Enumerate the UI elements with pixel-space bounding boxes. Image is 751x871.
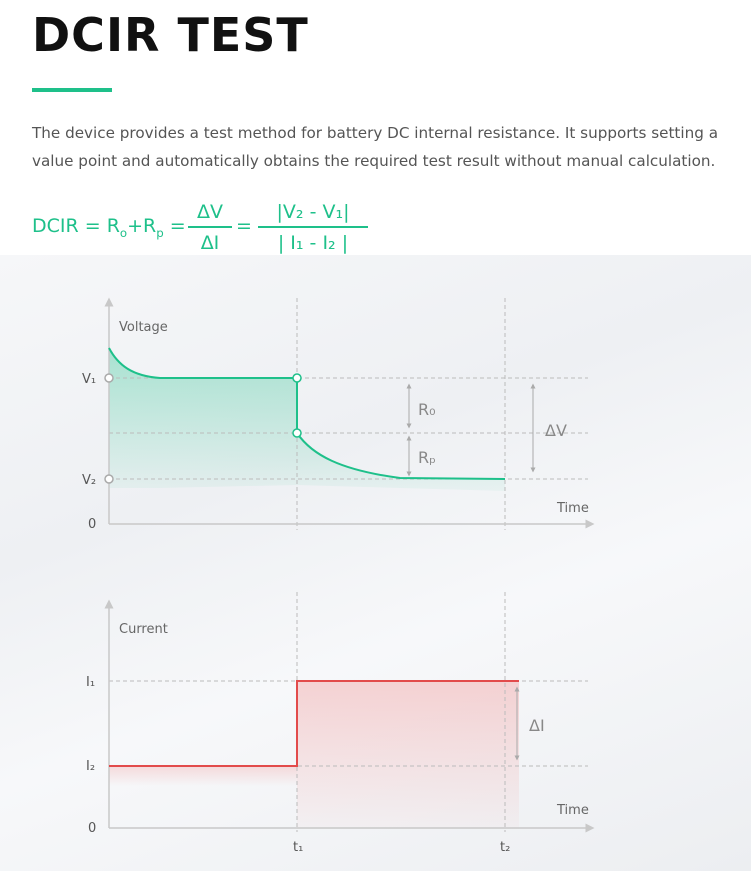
- dcir-formula: DCIR = Ro+Rp = ΔV ΔI = |V₂ - V₁| | I₁ - …: [32, 198, 452, 262]
- v2-axis-marker: [104, 474, 114, 484]
- fraction-denominator: | I₁ - I₂ |: [277, 231, 349, 254]
- y-tick-v1: V₁: [82, 372, 96, 387]
- fraction-numerator: |V₂ - V₁|: [276, 201, 350, 223]
- voltage-chart: Voltage Time V₁ V₂ 0 R₀ Rₚ ΔV: [0, 290, 751, 550]
- fraction-bar: [188, 226, 232, 228]
- fraction-bar: [258, 226, 368, 228]
- delta-i-label: ΔI: [529, 716, 545, 735]
- ro-label: R₀: [418, 400, 436, 419]
- voltage-area-fill: [109, 348, 505, 491]
- formula-lhs: DCIR = Ro+Rp =: [32, 215, 186, 240]
- title-underline: [32, 88, 112, 92]
- fraction-numerator: ΔV: [197, 201, 223, 223]
- y-tick-zero: 0: [88, 821, 96, 836]
- voltage-chart-svg: Voltage Time V₁ V₂ 0 R₀ Rₚ ΔV: [82, 297, 595, 532]
- fraction-delta-v-over-delta-i: ΔV ΔI: [188, 201, 232, 254]
- y-tick-zero: 0: [88, 517, 96, 532]
- v1-axis-marker: [104, 373, 114, 383]
- x-axis-label: Time: [556, 803, 589, 818]
- y-tick-i2: I₂: [86, 759, 95, 774]
- y-axis-label: Current: [119, 622, 168, 637]
- t1-upper-point: [292, 373, 302, 383]
- current-chart-svg: Current Time I₁ I₂ 0 t₁ t₂ ΔI: [86, 592, 595, 855]
- formula-equals: =: [236, 215, 252, 237]
- x-axis-label: Time: [556, 501, 589, 516]
- y-tick-i1: I₁: [86, 675, 95, 690]
- y-tick-v2: V₂: [82, 473, 96, 488]
- current-area-fill-low: [109, 766, 297, 786]
- x-tick-t1: t₁: [293, 840, 303, 855]
- rp-label: Rₚ: [418, 448, 436, 467]
- current-chart: Current Time I₁ I₂ 0 t₁ t₂ ΔI: [0, 592, 751, 862]
- t1-lower-point: [292, 428, 302, 438]
- page-title: DCIR TEST: [32, 8, 309, 62]
- fraction-abs-values: |V₂ - V₁| | I₁ - I₂ |: [258, 201, 368, 254]
- delta-v-label: ΔV: [545, 421, 567, 440]
- y-axis-label: Voltage: [119, 320, 168, 335]
- current-curve: [109, 680, 519, 767]
- current-area-fill-high: [297, 681, 519, 829]
- x-tick-t2: t₂: [500, 840, 510, 855]
- description-text: The device provides a test method for ba…: [32, 124, 719, 170]
- fraction-denominator: ΔI: [200, 231, 220, 254]
